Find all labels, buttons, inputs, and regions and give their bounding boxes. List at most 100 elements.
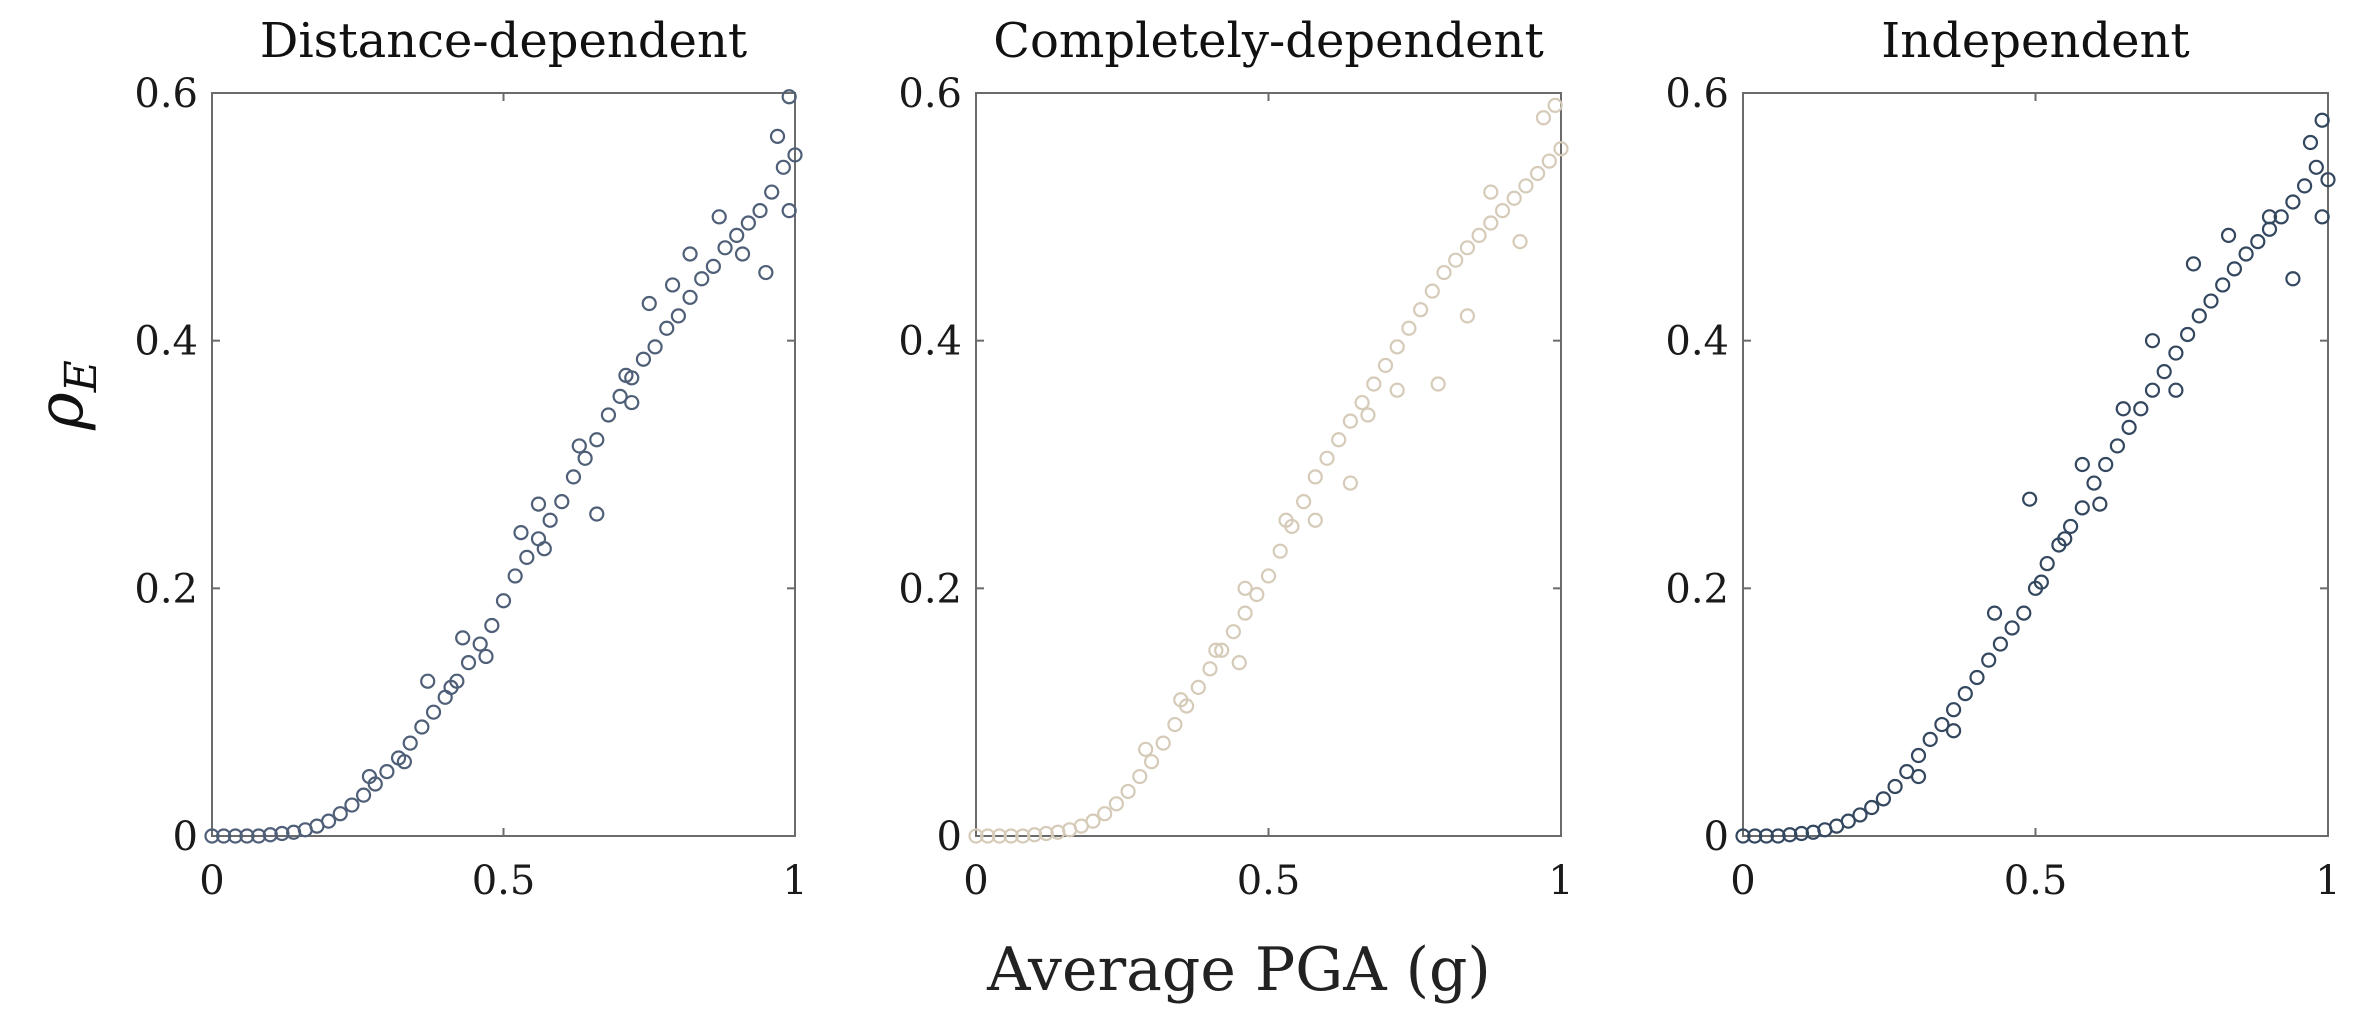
scatter-point — [2004, 620, 2020, 636]
scatter-point — [1132, 768, 1148, 785]
scatter-point — [2092, 496, 2108, 512]
scatter-point — [734, 246, 751, 262]
scatter-point — [2261, 209, 2278, 225]
y-tick-label: 0.2 — [134, 566, 198, 612]
x-tick-label: 0.5 — [472, 858, 536, 904]
scatter-point — [1038, 825, 1054, 842]
scatter-point — [1249, 586, 1265, 603]
scatter-point — [729, 227, 745, 244]
scatter-point — [530, 496, 547, 512]
scatter-point — [2144, 333, 2161, 349]
scatter-point — [332, 806, 348, 822]
y-tick-label: 0 — [173, 814, 198, 860]
x-axis-label: Average PGA (g) — [986, 935, 1491, 1005]
scatter-point — [1214, 642, 1230, 658]
scatter-point — [1360, 407, 1376, 423]
scatter-point — [968, 828, 984, 844]
scatter-point — [2180, 326, 2196, 343]
scatter-point — [1887, 778, 1903, 795]
y-axis-label-main: ρ — [24, 392, 98, 431]
scatter-point — [2057, 531, 2073, 547]
scatter-point — [1483, 184, 1499, 200]
scatter-point — [2250, 234, 2266, 250]
plot-frame — [975, 92, 1562, 837]
scatter-point — [624, 394, 640, 411]
panel-title: Distance-dependent — [260, 13, 747, 69]
x-tick-label: 0 — [1730, 858, 1755, 904]
y-tick-label: 0.4 — [1665, 319, 1729, 365]
scatter-point — [2016, 605, 2032, 621]
scatter-point — [274, 825, 290, 842]
scatter-point — [1483, 215, 1499, 231]
scatter-point — [1535, 110, 1552, 126]
scatter-point — [2285, 271, 2301, 287]
panel-1: Distance-dependent 0 0.5 1 0 0.2 0.4 0.6 — [134, 13, 807, 904]
scatter-point — [2261, 221, 2278, 237]
scatter-point — [321, 813, 337, 829]
scatter-point — [1231, 655, 1247, 671]
scatter-point — [1910, 768, 1927, 785]
scatter-point — [682, 246, 698, 262]
scatter-point — [664, 277, 681, 293]
panel-title: Completely-dependent — [993, 13, 1544, 69]
scatter-point — [2133, 401, 2149, 417]
scatter-point — [659, 320, 675, 336]
scatter-point — [1260, 568, 1277, 584]
scatter-point — [472, 636, 488, 652]
scatter-point — [513, 525, 529, 541]
scatter-point — [2273, 209, 2289, 225]
scatter-point — [507, 568, 523, 584]
scatter-point — [1459, 240, 1476, 256]
scatter-point — [641, 295, 657, 312]
scatter-point — [1840, 813, 1856, 829]
scatter-point — [2191, 308, 2207, 324]
scatter-point — [2109, 438, 2125, 454]
scatter-point — [775, 159, 791, 175]
scatter-point — [1143, 754, 1160, 770]
scatter-point — [1097, 806, 1113, 822]
scatter-point — [1934, 716, 1950, 733]
scatter-point — [1331, 432, 1347, 448]
scatter-point — [355, 787, 372, 803]
scatter-point — [495, 593, 512, 609]
scatter-point — [1272, 543, 1288, 559]
scatter-point — [2144, 382, 2161, 398]
scatter-point — [1085, 813, 1101, 829]
scatter-point — [2308, 159, 2324, 175]
scatter-point — [2086, 475, 2102, 491]
scatter-point — [1875, 791, 1892, 807]
scatter-point — [2203, 293, 2219, 309]
y-axis-label-text: ρE — [24, 360, 107, 431]
scatter-point — [1782, 827, 1798, 843]
scatter-point — [1922, 731, 1938, 748]
scatter-point — [1401, 320, 1417, 336]
scatter-point — [1319, 450, 1335, 466]
scatter-point — [1342, 413, 1359, 429]
scatter-point — [1471, 227, 1487, 244]
y-axis-label-subscript: E — [56, 360, 107, 393]
scatter-point — [647, 339, 663, 355]
scatter-point — [1436, 264, 1452, 281]
scatter-point — [1354, 394, 1370, 411]
scatter-point — [227, 828, 243, 844]
scatter-point — [711, 209, 727, 225]
y-tick-label: 0.6 — [134, 71, 198, 117]
panel-3: Independent 0 0.5 1 0 0.2 0.4 0.6 — [1665, 13, 2340, 904]
scatter-point — [1494, 203, 1511, 219]
scatter-point — [1910, 747, 1927, 764]
scatter-point — [2314, 209, 2330, 225]
scatter-point — [478, 648, 494, 665]
scatter-point — [1986, 605, 2003, 621]
scatter-point — [682, 289, 698, 305]
scatter-point — [2168, 345, 2184, 361]
scatter-point — [379, 764, 395, 780]
scatter-point — [420, 673, 436, 689]
scatter-point — [2320, 172, 2336, 188]
scatter-point — [414, 719, 430, 735]
scatter-point — [1202, 661, 1218, 677]
scatter-point — [2098, 456, 2114, 473]
scatter-point — [1389, 339, 1405, 355]
scatter-point — [204, 828, 220, 844]
y-tick-label: 0.4 — [898, 319, 962, 365]
x-tick-label: 1 — [782, 858, 807, 904]
